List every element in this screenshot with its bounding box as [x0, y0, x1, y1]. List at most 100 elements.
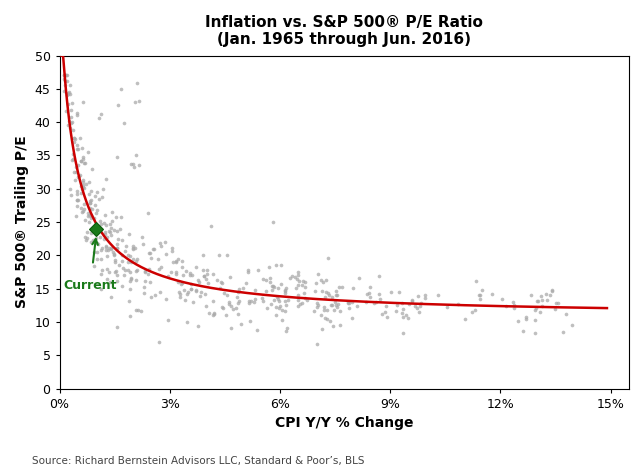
Point [146, 255, 156, 262]
Point [328, 322, 339, 330]
Point [131, 267, 141, 275]
Point [325, 291, 335, 299]
Point [322, 316, 332, 323]
Point [277, 307, 287, 314]
Point [294, 277, 305, 285]
Point [497, 295, 507, 303]
Point [241, 280, 251, 287]
Point [518, 327, 528, 335]
Point [275, 303, 285, 310]
Point [299, 295, 310, 302]
Point [173, 255, 183, 262]
Point [223, 300, 234, 308]
Point [160, 238, 170, 245]
Point [316, 276, 326, 284]
Point [231, 293, 242, 301]
Point [65, 91, 75, 98]
Point [225, 325, 236, 332]
Point [298, 277, 308, 284]
Point [188, 298, 198, 306]
Point [126, 258, 137, 266]
Point [316, 311, 327, 319]
Point [551, 299, 561, 307]
Point [252, 326, 262, 333]
Point [537, 302, 547, 310]
Point [111, 153, 122, 161]
Point [91, 234, 101, 242]
Point [225, 302, 236, 310]
Point [68, 135, 79, 142]
Point [156, 264, 166, 271]
Point [135, 307, 146, 315]
Point [81, 180, 91, 187]
Point [126, 275, 137, 282]
Point [142, 270, 153, 278]
Point [108, 226, 118, 234]
Point [102, 233, 112, 241]
Point [75, 171, 85, 179]
Point [138, 240, 148, 247]
Point [362, 290, 372, 298]
Point [233, 300, 243, 307]
Point [244, 299, 254, 307]
Point [140, 267, 150, 275]
Point [71, 146, 82, 153]
Point [319, 306, 329, 314]
Point [317, 287, 327, 294]
Point [221, 311, 231, 318]
Point [535, 309, 545, 316]
Point [129, 98, 140, 106]
Point [73, 162, 83, 169]
Point [173, 279, 184, 286]
Point [78, 176, 88, 184]
Point [202, 271, 212, 278]
Point [293, 281, 303, 288]
Point [129, 163, 140, 171]
Point [124, 297, 134, 305]
Point [126, 274, 136, 281]
Point [144, 265, 154, 272]
Point [420, 292, 430, 299]
Point [104, 268, 114, 276]
Point [92, 206, 102, 214]
Point [394, 288, 404, 296]
Point [60, 72, 70, 79]
Point [88, 248, 99, 256]
Point [116, 213, 126, 220]
Point [206, 222, 216, 230]
Point [171, 257, 182, 265]
Point [112, 227, 122, 235]
Point [227, 305, 238, 313]
Point [105, 220, 115, 227]
Point [66, 119, 76, 126]
Point [234, 297, 245, 305]
Point [89, 214, 99, 221]
Point [62, 100, 73, 107]
Point [96, 270, 106, 277]
Point [317, 278, 328, 285]
Point [397, 300, 408, 307]
Point [60, 72, 70, 79]
Point [71, 196, 82, 204]
Point [112, 271, 122, 279]
Point [106, 293, 116, 300]
Point [128, 255, 138, 263]
Point [72, 203, 82, 210]
Point [145, 278, 155, 286]
Point [208, 271, 218, 278]
Point [83, 212, 93, 220]
Point [208, 298, 218, 305]
Point [386, 288, 397, 296]
Point [83, 148, 93, 156]
Point [295, 300, 305, 308]
Point [187, 271, 198, 279]
Point [161, 295, 171, 302]
Point [175, 290, 185, 298]
Point [193, 323, 204, 330]
Point [567, 321, 577, 329]
Point [99, 228, 109, 236]
Point [271, 311, 281, 319]
Point [99, 236, 109, 243]
Point [246, 298, 256, 305]
Point [63, 121, 73, 129]
